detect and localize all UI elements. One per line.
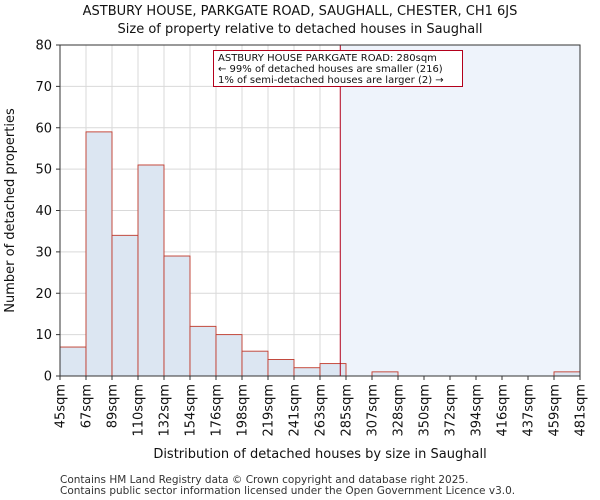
x-tick-label: 481sqm xyxy=(574,384,589,437)
bar xyxy=(371,371,399,377)
x-tick-label: 328sqm xyxy=(392,384,407,437)
x-tick-label: 67sqm xyxy=(80,384,95,428)
y-tick-label: 80 xyxy=(35,39,52,54)
bar xyxy=(111,234,139,377)
x-tick-label: 241sqm xyxy=(288,384,303,437)
x-tick-label: 394sqm xyxy=(470,384,485,437)
x-tick-label: 416sqm xyxy=(496,384,511,437)
bar-chart: 0 10 20 30 40 50 60 70 80 45sqm 67sqm 89sqm 110sqm 1… xyxy=(3,39,589,463)
y-tick-label: 0 xyxy=(44,370,52,385)
y-tick-label: 20 xyxy=(35,287,52,302)
x-tick-label: 307sqm xyxy=(366,384,381,437)
chart-subtitle: Size of property relative to detached ho… xyxy=(117,22,483,37)
y-tick-label: 60 xyxy=(35,121,52,136)
annotation-line-3: 1% of semi-detached houses are larger (2… xyxy=(218,75,444,86)
bar xyxy=(553,371,581,377)
x-tick-label: 132sqm xyxy=(158,384,173,437)
y-tick-label: 10 xyxy=(35,328,52,343)
x-axis-label: Distribution of detached houses by size … xyxy=(153,447,486,462)
bar xyxy=(189,325,217,377)
annotation-box: ASTBURY HOUSE PARKGATE ROAD: 280sqm ← 99… xyxy=(213,50,463,87)
highlight-region xyxy=(340,45,580,376)
bar xyxy=(267,359,295,377)
y-tick-label: 40 xyxy=(35,204,52,219)
bar xyxy=(59,346,87,377)
bar xyxy=(163,255,191,377)
x-tick-label: 372sqm xyxy=(444,384,459,437)
y-tick-label: 70 xyxy=(35,80,52,95)
x-tick-label: 198sqm xyxy=(236,384,251,437)
annotation-line-1: ASTBURY HOUSE PARKGATE ROAD: 280sqm xyxy=(218,53,437,64)
bars xyxy=(59,131,581,377)
bar xyxy=(241,350,269,377)
bar xyxy=(293,367,321,377)
bar xyxy=(215,334,243,377)
x-tick-label: 176sqm xyxy=(210,384,225,437)
x-tick-label: 459sqm xyxy=(548,384,563,437)
bar xyxy=(137,164,165,377)
bar xyxy=(319,363,347,377)
annotation-line-2: ← 99% of detached houses are smaller (21… xyxy=(218,64,443,75)
footer-line-2: Contains public sector information licen… xyxy=(60,485,516,497)
y-axis-ticks: 0 10 20 30 40 50 60 70 80 xyxy=(35,39,60,385)
x-tick-label: 45sqm xyxy=(54,384,69,428)
x-tick-label: 350sqm xyxy=(418,384,433,437)
x-tick-label: 437sqm xyxy=(522,384,537,437)
bar xyxy=(85,131,113,377)
x-tick-label: 285sqm xyxy=(340,384,355,437)
x-tick-label: 263sqm xyxy=(314,384,329,437)
y-axis-label: Number of detached properties xyxy=(3,108,18,313)
footer-line-1: Contains HM Land Registry data © Crown c… xyxy=(60,474,469,486)
x-tick-label: 89sqm xyxy=(106,384,121,428)
y-tick-label: 50 xyxy=(35,163,52,178)
chart-title: ASTBURY HOUSE, PARKGATE ROAD, SAUGHALL, … xyxy=(82,4,518,19)
x-tick-label: 219sqm xyxy=(262,384,277,437)
x-axis-ticks: 45sqm 67sqm 89sqm 110sqm 132sqm 154sqm 176sqm 1… xyxy=(54,376,589,437)
x-tick-label: 154sqm xyxy=(184,384,199,437)
y-tick-label: 30 xyxy=(35,245,52,260)
x-tick-label: 110sqm xyxy=(132,384,147,437)
